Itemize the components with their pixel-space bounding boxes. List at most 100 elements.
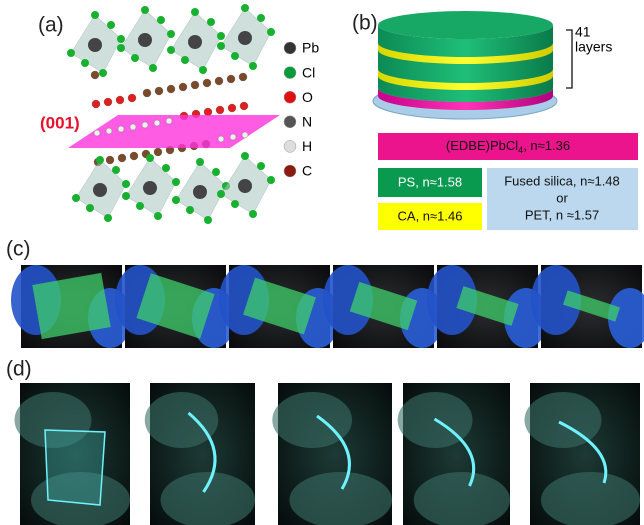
cl-atom: [96, 156, 104, 164]
cl-atom: [104, 214, 112, 222]
cl-atom: [199, 66, 207, 74]
organic-atom: [104, 98, 112, 106]
pb-atom: [188, 35, 202, 49]
cl-atom: [191, 8, 199, 16]
legend-dot: [284, 165, 296, 177]
organic-atom: [228, 104, 236, 112]
organic-atom: [142, 122, 148, 128]
cl-atom: [231, 200, 239, 208]
bracket: [566, 30, 572, 88]
substrate-line: Fused silica, n≈1.48: [504, 173, 620, 188]
legend-label: Pb: [302, 40, 319, 56]
cl-atom: [107, 21, 115, 29]
photo: [323, 265, 444, 348]
cl-atom: [186, 206, 194, 214]
cl-atom: [267, 176, 275, 184]
photo-row-d: [15, 383, 641, 525]
organic-atom: [106, 156, 114, 164]
glowing-film: [45, 430, 105, 505]
photo: [525, 383, 641, 525]
photo: [115, 265, 236, 348]
legend-dot: [284, 140, 296, 152]
cl-atom: [141, 6, 149, 14]
legend-dot: [284, 67, 296, 79]
cl-atom: [249, 210, 257, 218]
photo: [427, 265, 548, 348]
ps-label: PS, n≈1.58: [398, 174, 462, 189]
cl-atom: [257, 162, 265, 170]
organic-atom: [130, 124, 136, 130]
cl-atom: [172, 178, 180, 186]
plane-001: [68, 115, 280, 148]
cl-atom: [241, 152, 249, 160]
cl-atom: [136, 202, 144, 210]
panel-label: (d): [6, 358, 32, 381]
substrate-line: PET, n ≈1.57: [525, 207, 599, 222]
layer-word: layers: [575, 39, 612, 55]
photo: [398, 383, 510, 525]
organic-atom: [143, 89, 151, 97]
photo: [272, 383, 392, 525]
pb-atom: [88, 38, 102, 52]
legend-dot: [284, 42, 296, 54]
organic-atom: [203, 79, 211, 87]
cl-atom: [181, 56, 189, 64]
organic-atom: [240, 102, 248, 110]
organic-atom: [130, 152, 138, 160]
cl-atom: [217, 32, 225, 40]
photo: [11, 265, 132, 348]
hand: [145, 392, 219, 448]
cl-atom: [207, 18, 215, 26]
organic-atom: [91, 71, 99, 79]
legend-label: H: [302, 138, 312, 154]
pb-atom: [138, 33, 152, 47]
cl-atom: [167, 30, 175, 38]
cl-atom: [122, 192, 130, 200]
cl-atom: [196, 158, 204, 166]
organic-atom: [215, 77, 223, 85]
organic-atom: [167, 85, 175, 93]
photo: [531, 265, 644, 348]
organic-atom: [191, 81, 199, 89]
photo: [145, 383, 255, 525]
photo: [15, 383, 131, 525]
plane-label: (001): [40, 113, 80, 132]
organic-atom: [230, 134, 236, 140]
organic-atom: [154, 148, 162, 156]
panel-label: (b): [352, 12, 378, 35]
legend-label: C: [302, 163, 312, 179]
cl-atom: [157, 16, 165, 24]
organic-atom: [204, 108, 212, 116]
substrate-line: or: [556, 190, 568, 205]
pb-atom: [238, 179, 252, 193]
organic-atom: [92, 100, 100, 108]
layer-count: 41: [575, 24, 591, 40]
organic-atom: [118, 126, 124, 132]
legend-dot: [284, 91, 296, 103]
top-face: [378, 11, 553, 39]
cl-atom: [204, 216, 212, 224]
organic-atom: [166, 118, 172, 124]
pb-atom: [193, 185, 207, 199]
organic-atom: [116, 96, 124, 104]
cl-atom: [212, 168, 220, 176]
organic-atom: [118, 154, 126, 162]
hand: [525, 392, 602, 448]
layer-stack: [373, 11, 557, 119]
organic-atom: [242, 132, 248, 138]
organic-atom: [106, 128, 112, 134]
film-text: (EDBE)PbCl: [446, 138, 518, 153]
atom-legend: PbClONHC: [284, 40, 319, 179]
panel-label: (c): [6, 238, 31, 261]
legend-label: Cl: [302, 64, 315, 80]
cl-atom: [154, 212, 162, 220]
legend-label: N: [302, 114, 312, 130]
organic-atom: [179, 83, 187, 91]
pb-atom: [93, 183, 107, 197]
cl-atom: [149, 64, 157, 72]
pb-atom: [238, 31, 252, 45]
cl-atom: [257, 14, 265, 22]
ca-label: CA, n≈1.46: [398, 208, 463, 223]
cl-atom: [249, 62, 257, 70]
pb-atom: [143, 181, 157, 195]
